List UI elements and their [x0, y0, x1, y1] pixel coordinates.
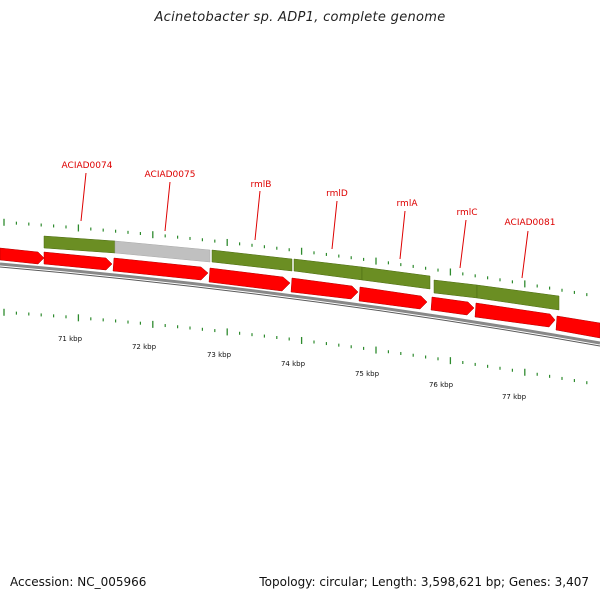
genome-backbone-shadow: [0, 266, 600, 347]
gene-label-rmla[interactable]: rmlA: [397, 199, 419, 209]
upper-tick-ruler: [3, 218, 588, 297]
accession-label: Accession: NC_005966: [10, 575, 147, 589]
gene-block-aciad0081[interactable]: [476, 284, 560, 311]
gene-block-rmlc[interactable]: [433, 279, 478, 299]
kbp-label-73: 73 kbp: [207, 351, 232, 359]
cds-track: [0, 247, 600, 339]
gene-label-aciad0081[interactable]: ACIAD0081: [505, 218, 556, 228]
label-leader-line: [331, 200, 338, 250]
kbp-label-71: 71 kbp: [58, 335, 83, 343]
cds-arrow[interactable]: [555, 315, 600, 339]
label-leader-line: [164, 181, 171, 232]
lower-tick-ruler: [3, 308, 588, 385]
gene-label-rmlc[interactable]: rmlC: [456, 208, 477, 218]
gene-block-aciad0075[interactable]: [114, 240, 211, 263]
gene-labels: ACIAD0074 ACIAD0075 rmlB rmlD rmlA rmlC …: [62, 161, 556, 228]
genome-stats-label: Topology: circular; Length: 3,598,621 bp…: [259, 575, 589, 589]
gene-label-leaders: [80, 172, 529, 279]
cds-arrow[interactable]: [474, 302, 556, 328]
kbp-label-75: 75 kbp: [355, 370, 380, 378]
gene-track: [43, 235, 560, 311]
kbp-labels: 71 kbp 72 kbp 73 kbp 74 kbp 75 kbp 76 kb…: [58, 335, 527, 401]
label-leader-line: [521, 230, 529, 279]
kbp-label-72: 72 kbp: [132, 343, 157, 351]
gene-label-rmlb[interactable]: rmlB: [251, 180, 272, 190]
label-leader-line: [399, 210, 406, 260]
gene-label-aciad0075[interactable]: ACIAD0075: [145, 170, 196, 180]
cds-arrow[interactable]: [43, 251, 113, 271]
cds-arrow[interactable]: [358, 286, 428, 310]
gene-label-rmld[interactable]: rmlD: [326, 189, 348, 199]
label-leader-line: [459, 219, 467, 269]
gene-block-aciad0074[interactable]: [43, 235, 116, 254]
cds-arrow[interactable]: [208, 267, 291, 292]
gene-block-rmla[interactable]: [361, 266, 431, 290]
cds-arrow[interactable]: [290, 277, 359, 300]
cds-arrow[interactable]: [112, 257, 209, 281]
label-leader-line: [80, 172, 87, 222]
cds-arrow[interactable]: [0, 247, 45, 265]
gene-block-rmld[interactable]: [293, 258, 363, 281]
gene-block-rmlb[interactable]: [211, 249, 293, 272]
label-leader-line: [254, 190, 261, 241]
kbp-label-76: 76 kbp: [429, 381, 454, 389]
kbp-label-74: 74 kbp: [281, 360, 306, 368]
genome-backbone: [0, 262, 600, 345]
map-title: Acinetobacter sp. ADP1, complete genome: [154, 10, 446, 25]
cds-arrow[interactable]: [430, 296, 475, 316]
gene-label-aciad0074[interactable]: ACIAD0074: [62, 161, 113, 171]
kbp-label-77: 77 kbp: [502, 393, 527, 401]
